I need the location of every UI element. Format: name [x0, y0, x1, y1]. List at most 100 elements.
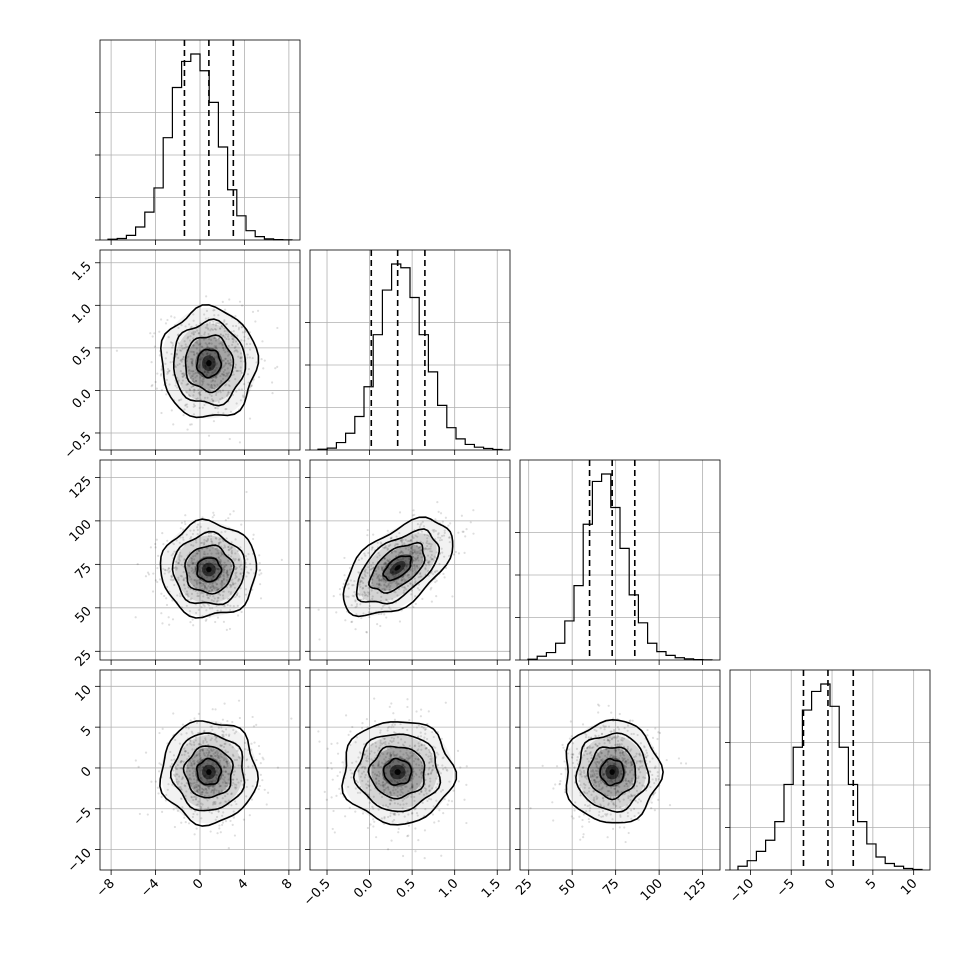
scatter-point [220, 551, 223, 554]
scatter-point [239, 360, 243, 363]
scatter-point [377, 612, 380, 616]
scatter-point [217, 755, 221, 758]
scatter-point [607, 751, 610, 754]
scatter-point [407, 548, 410, 551]
scatter-point [222, 745, 226, 749]
scatter-point [383, 583, 386, 586]
scatter-point [351, 620, 354, 623]
scatter-point [407, 813, 410, 816]
scatter-point [615, 743, 619, 746]
scatter-point [447, 799, 450, 802]
scatter-point [138, 812, 142, 816]
scatter-point [233, 586, 237, 589]
scatter-point [170, 762, 174, 766]
scatter-point [376, 541, 379, 545]
scatter-point [599, 804, 603, 807]
scatter-point [218, 761, 221, 765]
scatter-point [212, 574, 216, 577]
scatter-point [222, 604, 225, 607]
scatter-point [617, 784, 620, 787]
scatter-point [416, 566, 419, 569]
scatter-point [185, 391, 188, 394]
scatter-point [257, 788, 260, 791]
scatter-point [176, 386, 179, 389]
scatter-point [625, 782, 628, 786]
scatter-point [194, 798, 198, 801]
scatter-point [227, 344, 230, 348]
scatter-point [588, 804, 591, 807]
scatter-point [395, 583, 399, 587]
scatter-point [218, 757, 221, 760]
scatter-point [179, 551, 182, 554]
scatter-point [180, 360, 183, 363]
scatter-point [421, 542, 425, 545]
scatter-point [172, 754, 176, 757]
scatter-point [386, 747, 389, 750]
scatter-point [371, 546, 374, 550]
scatter-point [193, 833, 196, 836]
scatter-point [417, 764, 421, 767]
scatter-point [186, 758, 189, 761]
scatter-point [239, 399, 243, 402]
contour-level-1 [586, 746, 637, 801]
scatter-point [193, 558, 196, 561]
scatter-point [452, 553, 456, 556]
scatter-point [246, 356, 249, 359]
scatter-point [355, 736, 359, 739]
scatter-point [153, 332, 156, 335]
scatter-point [212, 586, 215, 589]
scatter-point [584, 783, 587, 787]
scatter-point [178, 555, 181, 559]
scatter-point [176, 809, 179, 812]
scatter-point [582, 782, 586, 786]
scatter-point [656, 737, 659, 741]
scatter-point [638, 781, 641, 785]
scatter-point [186, 405, 189, 409]
scatter-point [593, 780, 596, 784]
scatter-point [215, 363, 218, 366]
scatter-point [409, 576, 412, 579]
scatter-point [167, 616, 170, 619]
scatter-point [198, 393, 201, 396]
scatter-point [388, 558, 391, 561]
scatter-point [214, 346, 217, 349]
scatter-point [571, 753, 574, 756]
scatter-point [196, 552, 199, 555]
scatter-point [196, 552, 199, 555]
scatter-point [406, 540, 409, 543]
scatter-point [604, 813, 607, 816]
scatter-point [606, 738, 610, 741]
scatter-point [387, 582, 390, 585]
scatter-point [198, 786, 202, 789]
scatter-point [173, 583, 176, 587]
scatter-point [210, 383, 213, 387]
scatter-point [231, 581, 234, 584]
scatter-point [238, 388, 241, 391]
contour-level-3 [159, 518, 258, 619]
histogram-p3 [737, 683, 923, 871]
scatter-point [579, 769, 582, 772]
scatter-point [177, 356, 180, 359]
scatter-point [211, 785, 215, 788]
scatter-point [182, 579, 185, 582]
scatter-point [607, 704, 610, 707]
scatter-point [592, 790, 595, 793]
scatter-point [226, 719, 229, 723]
scatter-point [231, 823, 234, 827]
scatter-point [389, 812, 392, 815]
scatter-point [165, 597, 168, 600]
scatter-point [411, 565, 414, 568]
scatter-point [373, 720, 377, 723]
scatter-point [226, 394, 229, 397]
scatter-point [212, 320, 215, 323]
scatter-point [226, 762, 229, 765]
scatter-point [225, 800, 228, 803]
scatter-point [402, 557, 405, 560]
scatter-point [630, 779, 633, 782]
scatter-point [242, 395, 245, 399]
scatter-point [225, 760, 228, 763]
scatter-point [196, 760, 199, 763]
scatter-point [426, 533, 429, 536]
scatter-point [192, 313, 195, 316]
scatter-point [430, 760, 433, 763]
